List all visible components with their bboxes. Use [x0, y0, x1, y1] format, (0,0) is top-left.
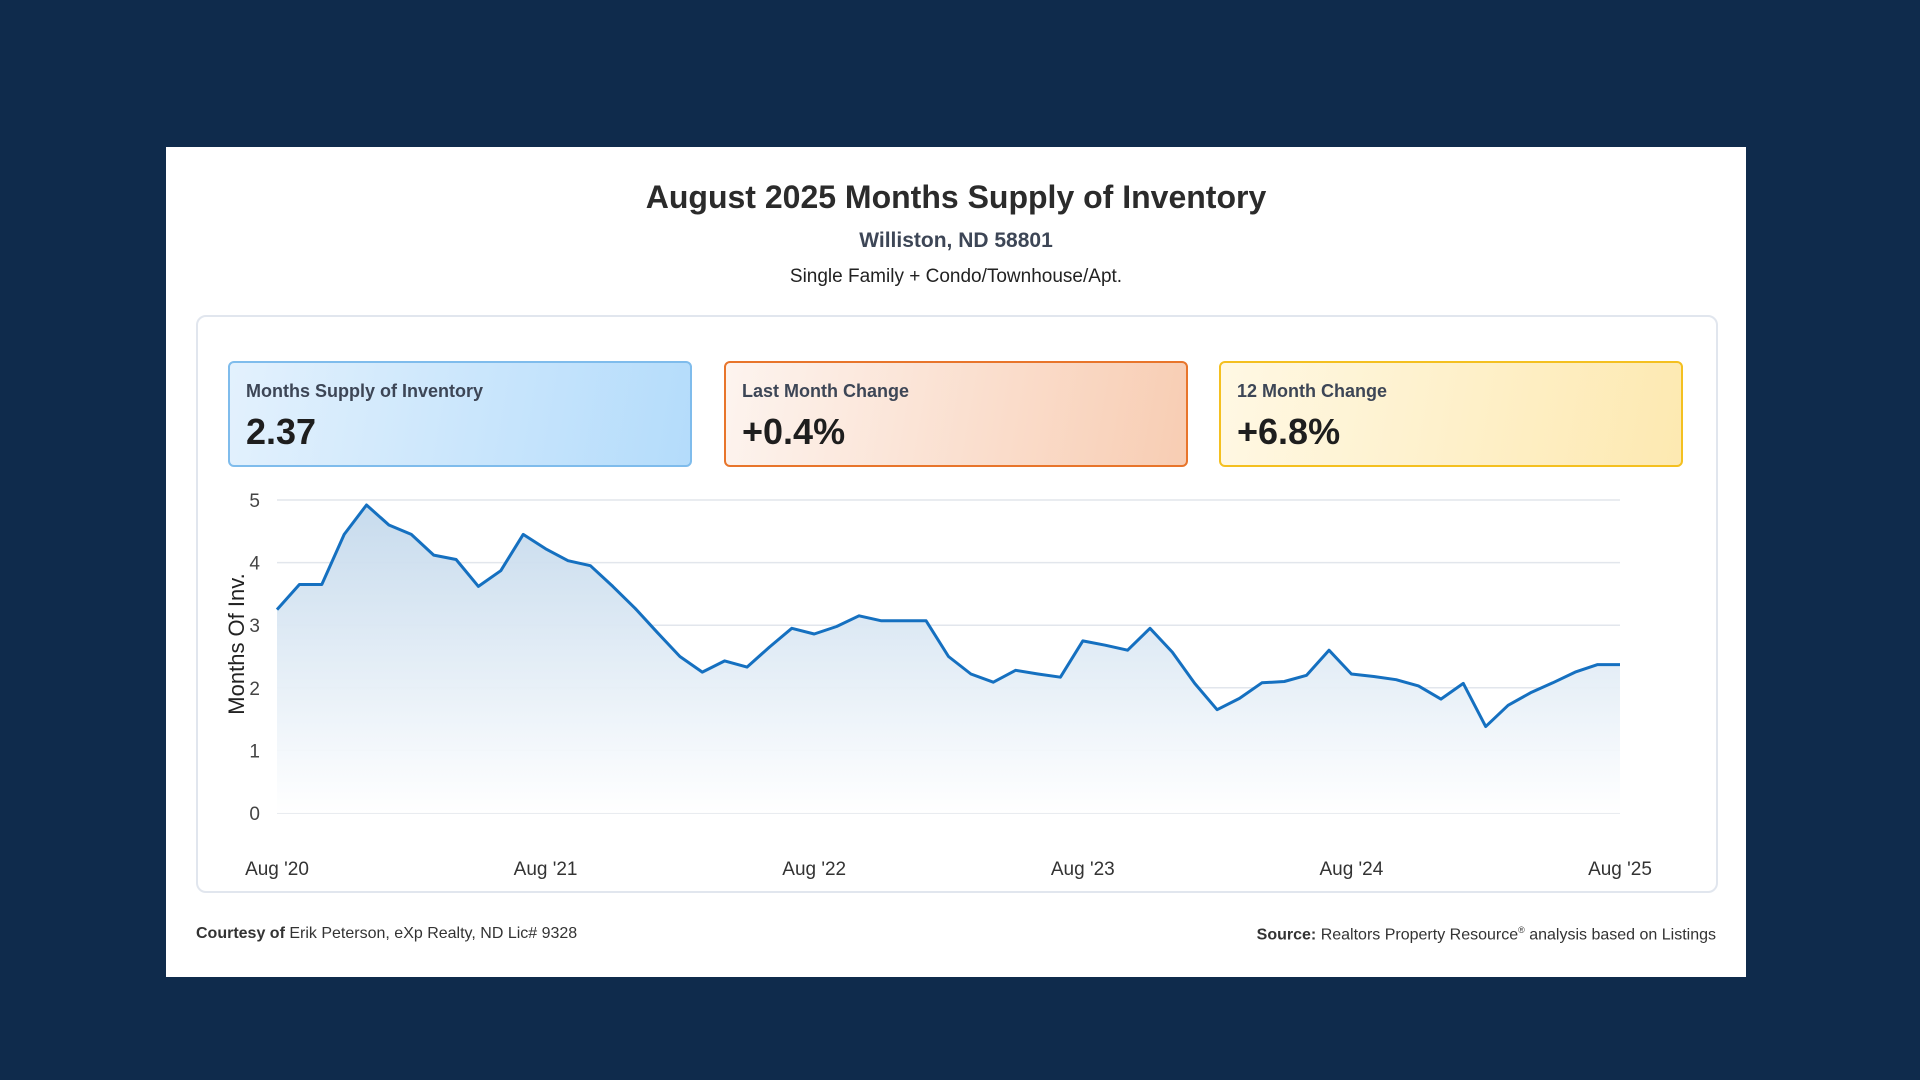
y-tick-label: 2 — [249, 679, 260, 700]
x-tick-label: Aug '21 — [514, 859, 578, 880]
stat-value: +6.8% — [1237, 411, 1341, 452]
courtesy-footer: Courtesy of Erik Peterson, eXp Realty, N… — [196, 925, 577, 943]
y-tick-label: 4 — [249, 554, 260, 575]
location-subtitle: Williston, ND 58801 — [859, 229, 1053, 252]
x-tick-label: Aug '22 — [782, 859, 846, 880]
source-footer: Source: Realtors Property Resource® anal… — [1257, 925, 1716, 944]
report-card: August 2025 Months Supply of Inventory W… — [166, 147, 1746, 977]
y-axis: 0 1 2 3 4 5 — [249, 491, 260, 825]
x-tick-label: Aug '23 — [1051, 859, 1115, 880]
series-line — [275, 503, 1620, 729]
x-tick-label: Aug '25 — [1588, 859, 1652, 880]
x-tick-label: Aug '24 — [1319, 859, 1383, 880]
courtesy-label: Courtesy of — [196, 925, 285, 942]
source-label: Source: — [1256, 926, 1317, 944]
courtesy-text: Erik Peterson, eXp Realty, ND Lic# 9328 — [289, 925, 578, 942]
stat-label: Months Supply of Inventory — [246, 381, 483, 401]
series-area — [277, 505, 1620, 813]
area-layer — [277, 505, 1620, 813]
stat-card-last-month-change: Last Month Change +0.4% — [724, 361, 1188, 467]
source-text: Realtors Property Resource — [1320, 926, 1519, 944]
x-axis: Aug '20 Aug '21 Aug '22 Aug '23 Aug '24 Aug '… — [245, 859, 1652, 880]
x-tick-label: Aug '20 — [245, 859, 309, 880]
stat-value: 2.37 — [246, 411, 317, 452]
stat-label: 12 Month Change — [1237, 381, 1388, 401]
y-tick-label: 3 — [249, 616, 260, 637]
y-tick-label: 0 — [249, 804, 260, 825]
stat-card-12-month-change: 12 Month Change +6.8% — [1219, 361, 1683, 467]
stat-card-months-supply: Months Supply of Inventory 2.37 — [228, 361, 692, 467]
stat-label: Last Month Change — [742, 381, 909, 401]
registered-mark: ® — [1518, 925, 1525, 935]
y-tick-label: 1 — [249, 741, 260, 762]
source-suffix: analysis based on Listings — [1524, 926, 1716, 944]
property-type-subtitle: Single Family + Condo/Townhouse/Apt. — [789, 266, 1123, 287]
chart-panel: Months Supply of Inventory 2.37 Last Mon… — [196, 315, 1718, 893]
line-layer — [275, 503, 1620, 729]
y-axis-label: Months Of Inv. — [224, 573, 249, 714]
stat-value: +0.4% — [742, 411, 846, 452]
y-tick-label: 5 — [249, 491, 260, 512]
chart-title: August 2025 Months Supply of Inventory — [645, 179, 1267, 215]
